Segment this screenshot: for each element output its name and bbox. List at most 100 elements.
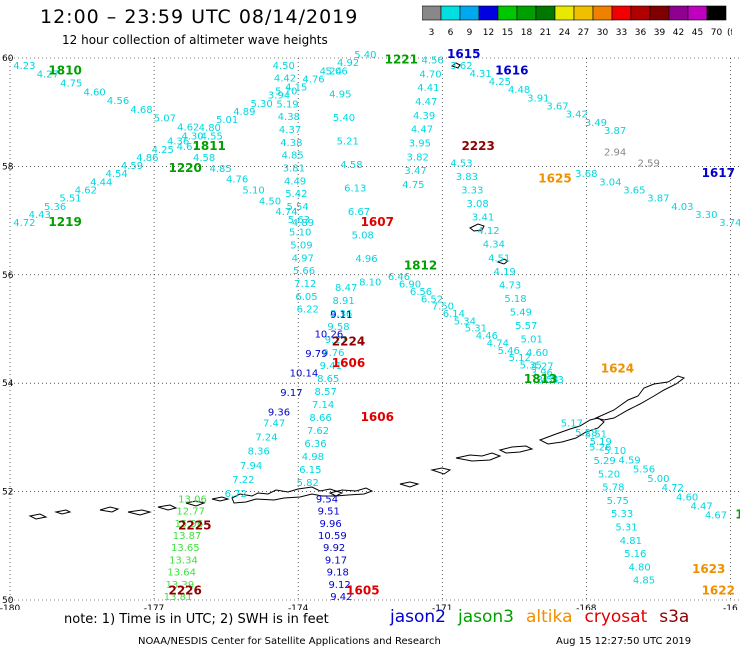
wave-height-value: 6.52 [421, 294, 443, 305]
wave-height-value: 4.15 [285, 83, 307, 94]
wave-height-value: 10.59 [318, 531, 347, 542]
wave-height-value: 4.72 [662, 483, 684, 494]
wave-height-value: 4.51 [488, 253, 510, 264]
wave-height-value: 10.26 [315, 330, 344, 341]
island-outline [538, 417, 605, 445]
track-1606-blue: 9.11 10.26 9.79 10.14 9.17 9.36 [268, 310, 353, 419]
island-outline [54, 509, 72, 515]
wave-height-value: 9.12 [328, 580, 350, 591]
island-outline [211, 496, 230, 502]
wave-height-value: 4.67 [177, 142, 199, 153]
wave-height-value: 3.67 [546, 101, 568, 112]
wave-height-value: 7.24 [255, 433, 277, 444]
wave-height-value: 4.89 [233, 107, 255, 118]
footer-timestamp: Aug 15 12:27:50 UTC 2019 [556, 636, 692, 647]
colorbar-label: 39 [654, 28, 666, 38]
wave-height-value: 8.47 [335, 283, 357, 294]
wave-height-value: 3.91 [527, 93, 549, 104]
wave-height-value: 6.15 [299, 465, 321, 476]
wave-height-value: 3.04 [599, 177, 621, 188]
colorbar-swatch [706, 5, 727, 21]
wave-height-value: 4.41 [417, 83, 439, 94]
wave-height-value: 4.56 [107, 96, 129, 107]
lat-tick-label: 52 [2, 488, 13, 498]
pass-number-label: 1622 [702, 584, 735, 598]
wave-height-value: 2.59 [638, 158, 660, 169]
pass-number-label: 1812 [404, 258, 437, 272]
wave-height-value: 5.10 [275, 87, 297, 98]
wave-height-value: 3.62 [450, 61, 472, 72]
wave-height-value: 5.40 [333, 113, 355, 124]
colorbar-label: 70 [711, 28, 723, 38]
wave-height-value: 5.57 [515, 321, 537, 332]
wave-height-value: 5.40 [354, 50, 376, 61]
wave-height-value: 5.21 [337, 137, 359, 148]
colorbar-label: 6 [448, 28, 454, 38]
wave-height-value: 4.59 [121, 161, 143, 172]
wave-height-value: 5.46 [498, 346, 520, 357]
wave-height-value: 4.34 [483, 240, 505, 251]
wave-height-value: 4.89 [292, 218, 314, 229]
wave-height-value: 13.65 [171, 543, 200, 554]
wave-height-value: 3.94 [268, 91, 290, 102]
wave-height-value: 13.39 [166, 580, 195, 591]
wave-height-value: 4.37 [279, 125, 301, 136]
wave-height-value: 5.00 [647, 474, 669, 485]
wave-height-value: 9.51 [318, 507, 340, 518]
wave-height-value: 4.27 [531, 362, 553, 373]
legend-entry-cryosat: cryosat [584, 607, 648, 627]
wave-height-tracks: 4.234.274.754.604.564.685.074.624.554.30… [13, 50, 740, 603]
wave-height-value: 5.01 [521, 335, 543, 346]
lon-tick-label: -180 [0, 604, 20, 610]
wave-height-value: 3.49 [585, 118, 607, 129]
wave-height-value: 4.60 [676, 492, 698, 503]
wave-height-value: 13.81 [164, 592, 193, 603]
wave-height-value: 9.96 [319, 519, 341, 530]
pass-number-label: 1623 [692, 562, 725, 576]
wave-height-value: 5.33 [611, 509, 633, 520]
colorbar-label: 21 [540, 28, 551, 38]
wave-height-value: 4.39 [413, 111, 435, 122]
wave-height-value: 4.75 [402, 180, 424, 191]
colorbar-label: 9 [467, 28, 473, 38]
wave-height-value: 4.24 [320, 66, 342, 77]
wave-height-value: 8.36 [330, 309, 352, 320]
pass-number-label: 1219 [48, 215, 81, 229]
island-outline [469, 223, 485, 232]
island-outline [185, 500, 206, 507]
wave-height-value: 9.17 [280, 388, 302, 399]
wave-height-value: 4.85 [633, 576, 655, 587]
island-outline [496, 258, 509, 265]
coastline [28, 62, 686, 520]
wave-height-value: 7.22 [232, 475, 254, 486]
wave-height-value: 5.31 [615, 523, 637, 534]
wave-height-value: 4.68 [130, 105, 152, 116]
island-outline [99, 506, 120, 513]
wave-height-value: 3.74 [719, 218, 740, 229]
wave-height-value: 5.19 [590, 437, 612, 448]
wave-height-value: 9.58 [327, 322, 349, 333]
wave-height-value: 5.56 [633, 465, 655, 476]
wave-height-value: 4.47 [415, 97, 437, 108]
wave-height-value: 9.11 [330, 310, 352, 321]
wave-height-value: 4.56 [421, 55, 443, 66]
wave-height-value: 4.47 [411, 125, 433, 136]
track-1221-east: 5.06 4.95 5.40 5.21 4.58 6.13 6.67 5.08 4.96 8.10 [325, 66, 381, 288]
wave-height-value: 13.87 [173, 531, 202, 542]
wave-height-value: 5.20 [598, 469, 620, 480]
wave-height-value: 4.12 [477, 226, 499, 237]
wave-height-value: 4.73 [499, 280, 521, 291]
colorbar-label: 30 [597, 28, 609, 38]
wave-height-value: 3.33 [461, 186, 483, 197]
wave-height-value: 3.96 [531, 368, 553, 379]
wave-height-value: 5.66 [293, 266, 315, 277]
colorbar-label: 36 [635, 28, 647, 38]
wave-height-value: 4.74 [275, 207, 297, 218]
wave-height-value: 4.44 [90, 177, 112, 188]
wave-height-value: 3.08 [467, 199, 489, 210]
wave-height-value: 4.95 [329, 90, 351, 101]
island-outline [594, 375, 686, 421]
wave-height-value: 4.54 [105, 169, 127, 180]
wave-height-value: 7.94 [240, 461, 262, 472]
wave-height-value: 9.54 [316, 494, 338, 505]
